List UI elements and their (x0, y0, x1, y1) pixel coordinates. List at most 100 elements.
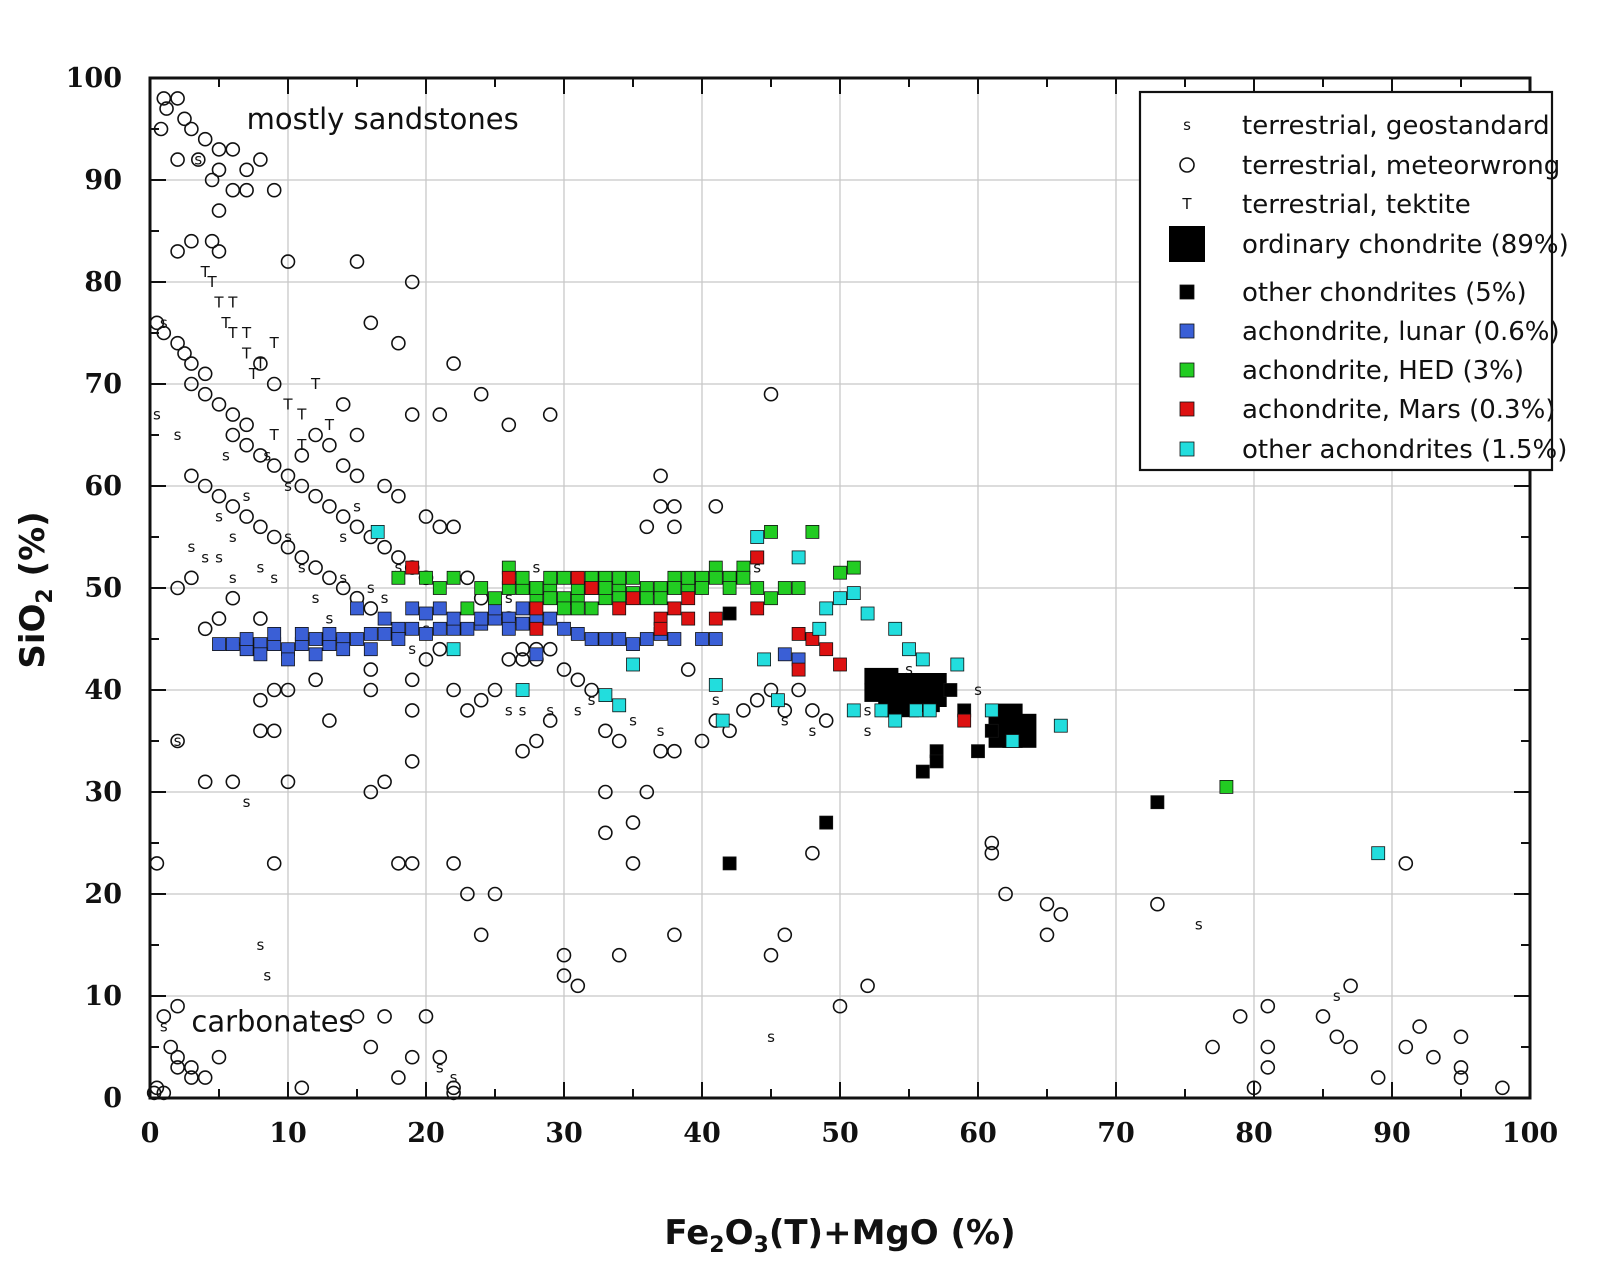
point-achondrite-lunar-0-6- (419, 627, 433, 641)
point-achondrite-mars-0-3- (529, 621, 544, 636)
point-terrestrial-meteorwrong (280, 468, 296, 484)
point-terrestrial-meteorwrong (694, 733, 710, 749)
point-other-achondrites-1-5- (846, 586, 861, 600)
point-terrestrial-geostandard: s (588, 691, 596, 709)
point-terrestrial-meteorwrong (446, 519, 461, 535)
point-terrestrial-meteorwrong (322, 570, 337, 586)
point-achondrite-mars-0-3- (626, 591, 640, 606)
point-achondrite-lunar-0-6- (239, 632, 254, 646)
point-achondrite-lunar-0-6- (308, 647, 323, 662)
point-terrestrial-meteorwrong (501, 652, 517, 667)
point-terrestrial-meteorwrong (239, 509, 254, 524)
x-tick-label: 50 (821, 1118, 859, 1149)
point-terrestrial-meteorwrong (225, 427, 241, 443)
point-terrestrial-meteorwrong (404, 274, 420, 290)
point-terrestrial-geostandard: s (229, 528, 237, 546)
point-terrestrial-meteorwrong (177, 346, 192, 361)
point-achondrite-mars-0-3- (653, 621, 668, 636)
y-tick-label: 70 (84, 369, 122, 400)
point-terrestrial-meteorwrong (184, 468, 199, 484)
point-achondrite-mars-0-3- (819, 642, 834, 657)
point-other-chondrites-5- (722, 606, 737, 621)
point-terrestrial-meteorwrong (860, 978, 875, 994)
point-ordinary-chondrite-89- (912, 673, 947, 707)
point-terrestrial-meteorwrong (404, 407, 420, 422)
point-achondrite-lunar-0-6- (460, 621, 475, 636)
point-terrestrial-meteorwrong (404, 1049, 420, 1065)
point-achondrite-hed-3- (557, 601, 571, 616)
point-achondrite-lunar-0-6- (225, 637, 240, 651)
point-terrestrial-meteorwrong (225, 182, 241, 198)
point-terrestrial-meteorwrong (667, 743, 682, 759)
point-terrestrial-meteorwrong (294, 478, 310, 494)
point-terrestrial-meteorwrong (611, 947, 627, 963)
point-achondrite-mars-0-3- (405, 560, 420, 575)
point-achondrite-hed-3- (419, 570, 433, 585)
point-terrestrial-meteorwrong (611, 733, 627, 749)
point-terrestrial-meteorwrong (253, 692, 268, 708)
point-achondrite-hed-3- (432, 581, 447, 595)
point-terrestrial-meteorwrong (156, 91, 172, 106)
point-terrestrial-meteorwrong (363, 1039, 379, 1055)
point-achondrite-hed-3- (515, 570, 530, 585)
x-title-sub2: 3 (754, 1233, 769, 1258)
point-terrestrial-meteorwrong (404, 856, 420, 871)
point-terrestrial-meteorwrong (391, 550, 406, 565)
point-achondrite-lunar-0-6- (294, 627, 309, 641)
point-terrestrial-meteorwrong (446, 856, 461, 871)
point-other-achondrites-1-5- (860, 606, 875, 621)
point-achondrite-lunar-0-6- (363, 642, 378, 657)
legend-label: other chondrites (5%) (1242, 278, 1527, 308)
point-achondrite-hed-3- (639, 591, 654, 606)
legend-label: achondrite, HED (3%) (1242, 356, 1524, 386)
point-terrestrial-meteorwrong (791, 682, 806, 698)
point-terrestrial-meteorwrong (1453, 1070, 1469, 1085)
point-terrestrial-geostandard: s (808, 722, 816, 740)
point-terrestrial-meteorwrong (170, 91, 185, 106)
point-terrestrial-meteorwrong (170, 580, 185, 596)
point-achondrite-lunar-0-6- (377, 627, 392, 641)
point-terrestrial-meteorwrong (349, 468, 365, 484)
point-terrestrial-meteorwrong (170, 1049, 185, 1065)
point-terrestrial-meteorwrong (225, 774, 241, 790)
point-terrestrial-meteorwrong (1329, 1029, 1345, 1045)
point-achondrite-hed-3- (626, 570, 640, 585)
point-terrestrial-meteorwrong (363, 315, 379, 331)
legend-label: terrestrial, tektite (1242, 190, 1471, 220)
point-terrestrial-meteorwrong (335, 397, 351, 412)
point-other-achondrites-1-5- (902, 642, 916, 657)
legend-marker-large-square (1169, 226, 1205, 262)
point-other-achondrites-1-5- (626, 657, 640, 672)
point-terrestrial-meteorwrong (418, 509, 434, 524)
point-terrestrial-meteorwrong (556, 947, 572, 963)
point-achondrite-lunar-0-6- (543, 611, 558, 626)
point-achondrite-lunar-0-6- (501, 621, 516, 636)
point-terrestrial-meteorwrong (170, 152, 185, 167)
x-tick-label: 100 (1502, 1118, 1558, 1149)
point-terrestrial-meteorwrong (667, 519, 682, 535)
point-terrestrial-meteorwrong (156, 325, 172, 341)
legend-label: terrestrial, meteorwrong (1242, 151, 1560, 181)
point-terrestrial-meteorwrong (211, 203, 227, 218)
point-terrestrial-tektite: T (227, 293, 238, 311)
x-tick-label: 90 (1373, 1118, 1411, 1149)
point-achondrite-hed-3- (598, 581, 613, 595)
point-other-chondrites-5- (984, 723, 999, 738)
point-terrestrial-meteorwrong (363, 601, 379, 616)
point-terrestrial-meteorwrong (1426, 1049, 1441, 1065)
point-terrestrial-meteorwrong (253, 152, 268, 167)
point-terrestrial-tektite: T (227, 324, 238, 342)
point-achondrite-hed-3- (722, 581, 737, 595)
point-terrestrial-meteorwrong (349, 254, 365, 269)
point-terrestrial-meteorwrong (349, 1009, 365, 1024)
point-terrestrial-meteorwrong (749, 692, 765, 708)
point-terrestrial-tektite: T (310, 375, 321, 393)
point-terrestrial-meteorwrong (404, 672, 420, 688)
point-terrestrial-meteorwrong (763, 947, 779, 963)
point-terrestrial-geostandard: s (974, 681, 982, 699)
point-terrestrial-meteorwrong (177, 111, 192, 127)
point-achondrite-mars-0-3- (833, 657, 847, 672)
point-terrestrial-meteorwrong (625, 856, 641, 871)
point-terrestrial-meteorwrong (253, 723, 268, 739)
point-terrestrial-meteorwrong (639, 519, 655, 535)
